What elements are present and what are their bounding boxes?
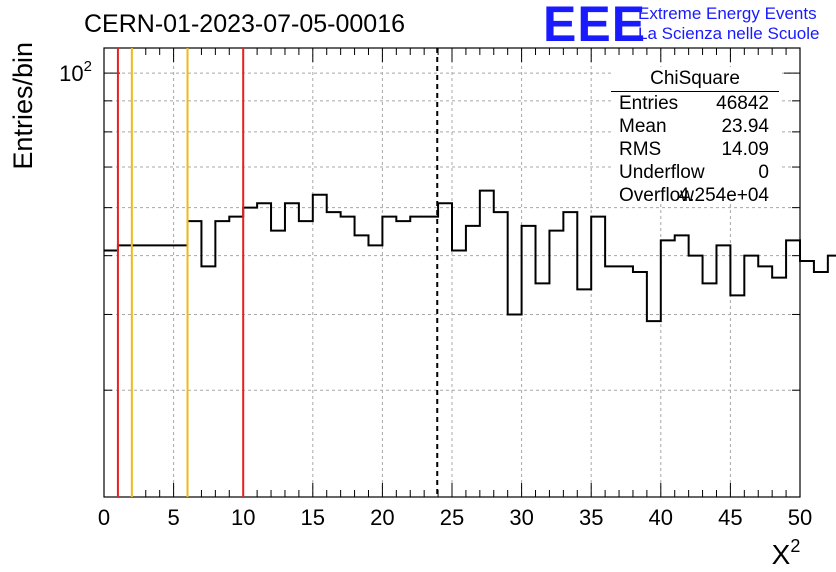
logo-line-1: Extreme Energy Events: [638, 4, 817, 23]
stats-value: 23.94: [721, 116, 769, 137]
stats-row-rms: RMS 14.09: [611, 138, 779, 161]
stats-row-entries: Entries 46842: [611, 92, 779, 115]
x-tick-label: 50: [788, 505, 812, 530]
x-tick-label: 20: [370, 505, 394, 530]
histogram-series: [104, 189, 836, 323]
x-tick-label: 5: [167, 505, 179, 530]
stats-value: 46842: [716, 93, 769, 114]
stats-key: Underflow: [619, 162, 705, 183]
stats-row-mean: Mean 23.94: [611, 115, 779, 138]
x-axis-title: X2: [772, 536, 801, 570]
x-tick-label: 0: [98, 505, 110, 530]
stats-key: Mean: [619, 116, 667, 137]
x-tick-label: 10: [231, 505, 255, 530]
stats-key: RMS: [619, 139, 662, 160]
y-tick-label: 102: [59, 58, 92, 86]
eee-logo: EEE: [543, 0, 647, 52]
x-tick-label: 35: [579, 505, 603, 530]
stats-value: 14.09: [721, 139, 769, 160]
stats-key: Entries: [619, 93, 679, 114]
x-tick-label: 45: [718, 505, 742, 530]
stats-box: ChiSquare Entries 46842 Mean 23.94 RMS 1…: [611, 67, 779, 206]
stats-row-overflow: Overflow 4.254e+04: [611, 184, 779, 207]
x-tick-label: 30: [509, 505, 533, 530]
x-tick-label: 25: [440, 505, 464, 530]
stats-row-underflow: Underflow 0: [611, 161, 779, 184]
chart-title: CERN-01-2023-07-05-00016: [84, 10, 406, 38]
logo-line-2: La Scienza nelle Scuole: [638, 24, 820, 43]
x-tick-label: 15: [301, 505, 325, 530]
stats-value: 0: [758, 162, 769, 183]
stats-title: ChiSquare: [611, 67, 779, 92]
x-tick-label: 40: [649, 505, 673, 530]
stats-key: Overflow: [619, 185, 694, 206]
y-axis-title: Entries/bin: [8, 42, 38, 170]
stats-value: 4.254e+04: [678, 185, 769, 206]
